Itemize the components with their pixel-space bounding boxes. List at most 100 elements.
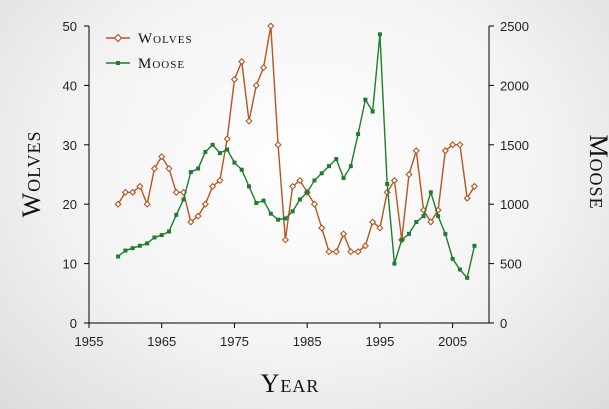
y-right-axis-title: Moose (584, 134, 609, 209)
data-point-wolves (456, 141, 464, 149)
data-point-wolves (216, 176, 224, 185)
axes (88, 26, 490, 324)
data-point-wolves (158, 153, 166, 161)
data-point-wolves (187, 218, 195, 226)
data-point-moose (327, 164, 331, 169)
x-tick-label: 1995 (365, 334, 394, 349)
data-point-wolves (296, 176, 304, 185)
series-wolves (114, 22, 479, 256)
data-point-wolves (165, 164, 173, 173)
data-point-wolves (318, 224, 326, 232)
data-point-wolves (230, 75, 239, 84)
data-point-moose (203, 149, 208, 154)
data-point-moose (377, 32, 382, 37)
data-point-moose (261, 198, 266, 203)
data-point-moose (392, 261, 397, 266)
data-point-moose (290, 209, 295, 214)
data-point-moose (341, 176, 346, 181)
data-point-moose (174, 212, 179, 217)
legend-moose-label: Moose (138, 56, 185, 72)
data-point-moose (181, 197, 186, 202)
data-point-wolves (121, 188, 129, 196)
data-point-wolves (114, 200, 122, 208)
data-point-moose (472, 243, 477, 248)
data-point-wolves (172, 188, 180, 196)
data-point-wolves (201, 200, 209, 208)
y-left-axis-title: Wolves (17, 131, 46, 218)
data-point-moose (188, 170, 193, 175)
legend-moose-swatch-marker (116, 61, 120, 65)
data-point-wolves (194, 212, 202, 220)
data-point-wolves (310, 200, 319, 208)
data-point-wolves (339, 230, 348, 238)
data-point-wolves (238, 58, 246, 66)
data-point-moose (450, 256, 455, 261)
data-point-moose (210, 142, 215, 147)
y-right-tick-label: 2000 (500, 78, 529, 93)
data-point-wolves (412, 147, 420, 155)
data-point-moose (247, 184, 251, 189)
data-point-moose (297, 197, 302, 202)
legend-item-moose: Moose (106, 56, 185, 72)
y-left-tick-label: 50 (63, 19, 77, 34)
legend-wolves-label: Wolves (138, 31, 193, 47)
data-point-wolves (376, 224, 384, 232)
data-point-moose (348, 164, 353, 169)
data-point-wolves (245, 117, 253, 125)
data-point-moose (407, 231, 411, 236)
data-point-wolves (209, 182, 217, 190)
y-left-tick-label: 0 (70, 316, 77, 331)
y-right-tick-label: 2500 (500, 19, 529, 34)
legend: Wolves Moose (106, 31, 193, 72)
data-point-moose (370, 109, 375, 114)
data-point-wolves (289, 182, 297, 190)
y-left-tick-label: 10 (63, 257, 77, 272)
data-point-moose (465, 275, 470, 280)
data-point-moose (363, 97, 368, 102)
data-point-moose (276, 217, 281, 222)
data-point-moose (436, 214, 441, 219)
data-point-moose (334, 157, 339, 162)
data-point-wolves (150, 164, 159, 173)
data-point-moose (167, 229, 171, 234)
data-point-wolves (259, 64, 268, 72)
data-point-wolves (252, 81, 260, 89)
data-point-wolves (470, 182, 479, 190)
data-point-moose (319, 171, 324, 176)
data-point-wolves (325, 248, 333, 256)
x-axis-title: Year (261, 369, 320, 398)
data-point-moose (268, 211, 273, 216)
data-point-moose (217, 151, 222, 156)
data-point-wolves (129, 188, 137, 196)
data-point-moose (116, 254, 121, 259)
data-point-moose (312, 178, 317, 183)
data-point-wolves (390, 176, 399, 185)
data-point-moose (356, 132, 361, 137)
y-right-tick-label: 1500 (500, 138, 529, 153)
data-point-moose (428, 190, 433, 195)
data-point-wolves (274, 141, 282, 149)
data-point-wolves (427, 218, 435, 226)
data-point-wolves (449, 141, 457, 149)
data-point-moose (414, 220, 419, 225)
data-point-moose (239, 167, 244, 172)
data-point-moose (123, 248, 128, 253)
data-point-wolves (332, 248, 340, 256)
y-left-ticks: 0 10 20 30 40 50 (63, 19, 89, 331)
x-tick-label: 1965 (147, 334, 176, 349)
data-point-moose (137, 243, 142, 248)
x-ticks: 1955 1965 1975 1985 1995 2005 (75, 323, 467, 349)
data-point-wolves (354, 248, 362, 256)
y-right-tick-label: 1000 (500, 197, 529, 212)
data-point-moose (443, 231, 448, 236)
x-tick-label: 1985 (293, 334, 322, 349)
data-point-moose (225, 147, 230, 152)
data-point-wolves (347, 248, 355, 256)
data-point-wolves (369, 218, 377, 226)
data-point-moose (152, 235, 157, 240)
data-point-wolves (405, 170, 413, 179)
data-point-moose (385, 182, 390, 187)
data-point-wolves (281, 236, 289, 244)
legend-item-wolves: Wolves (106, 31, 193, 47)
